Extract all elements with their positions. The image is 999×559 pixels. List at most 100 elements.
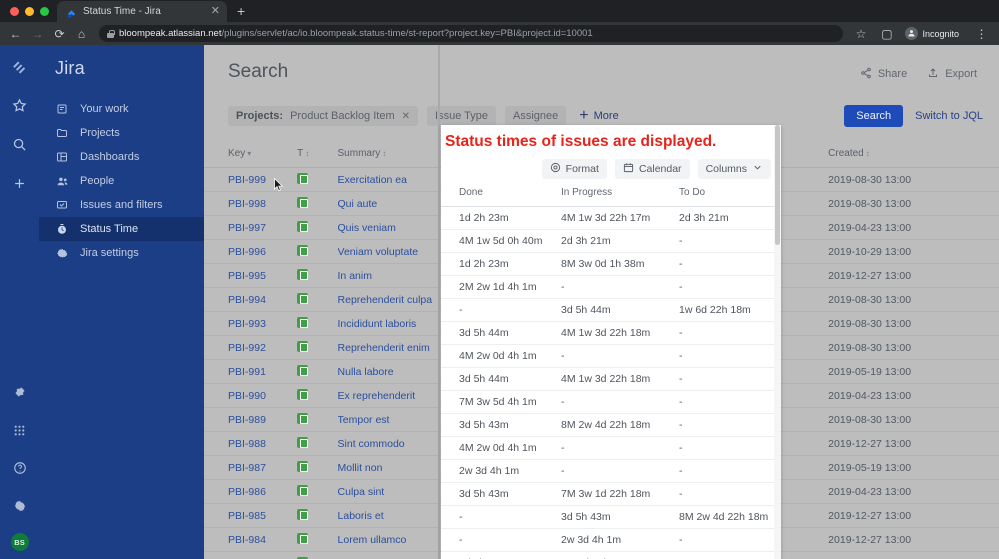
column-header-type[interactable]: T ↕ [297,148,338,168]
sidebar-item-dashboards[interactable]: Dashboards [39,145,204,169]
back-button[interactable]: ← [9,26,22,41]
panel-scrollbar[interactable] [774,125,781,559]
format-button[interactable]: Format [541,159,607,179]
forward-button[interactable]: → [31,26,44,41]
reload-button[interactable]: ⟳ [54,26,65,41]
issue-summary-link[interactable]: Nulla labore [337,365,394,378]
filter-chip-assignee[interactable]: Assignee [505,106,567,126]
search-button[interactable]: Search [844,105,904,127]
settings-icon[interactable] [9,495,31,517]
app-switcher-icon[interactable] [9,419,31,441]
issue-key-link[interactable]: PBI-987 [228,461,266,474]
issue-summary-link[interactable]: Lorem ullamco [337,533,407,546]
issue-summary-link[interactable]: Tempor est [337,413,390,426]
issue-key-link[interactable]: PBI-998 [228,197,266,210]
calendar-button[interactable]: Calendar [614,159,690,179]
jira-logo-icon[interactable] [9,55,31,77]
search-icon[interactable] [9,133,31,155]
issue-key-link[interactable]: PBI-984 [228,533,266,546]
issue-summary-link[interactable]: Magna ipsum [338,558,401,559]
bookmark-star-icon[interactable]: ☆ [855,26,867,41]
browser-menu-button[interactable]: ⋮ [975,26,988,41]
sidebar-item-status-time[interactable]: Status Time [39,217,204,241]
issue-summary-link[interactable]: Culpa sint [337,485,385,498]
issue-summary-link[interactable]: Ex reprehenderit [337,389,416,402]
issue-key-link[interactable]: PBI-995 [228,269,266,282]
incognito-indicator[interactable]: Incognito [903,26,965,41]
sidebar-item-issues-and-filters[interactable]: Issues and filters [39,193,204,217]
help-icon[interactable] [9,457,31,479]
close-tab-button[interactable]: ✕ [210,5,220,17]
issue-summary-link[interactable]: Quis veniam [337,221,396,234]
issue-key-link[interactable]: PBI-985 [228,509,266,522]
sidebar-item-projects[interactable]: Projects [39,121,204,145]
issue-key-link[interactable]: PBI-992 [228,341,266,354]
issue-summary-link[interactable]: Veniam voluptate [337,245,419,258]
issue-created-cell: 2019-05-19 13:00 [828,359,999,384]
jira-nav-rail-bottom: BS [0,381,39,551]
close-icon[interactable]: ✕ [401,110,411,122]
issue-key-link[interactable]: PBI-991 [228,365,266,378]
issue-summary-link[interactable]: Laboris et [337,509,384,522]
to-do-cell: - [679,321,781,345]
issue-key-link[interactable]: PBI-994 [228,293,266,306]
column-header-to-do[interactable]: To Do [679,185,781,207]
issue-summary-link[interactable]: In anim [337,269,372,282]
issue-key-link[interactable]: PBI-996 [228,245,266,258]
issue-key-link[interactable]: PBI-983 [228,558,266,559]
issue-key-link[interactable]: PBI-989 [228,413,266,426]
filter-chip-projects-value: Product Backlog Item [290,110,395,122]
share-button[interactable]: Share [860,67,907,82]
issue-key-link[interactable]: PBI-999 [228,173,266,186]
home-button[interactable]: ⌂ [77,26,86,41]
column-header-key[interactable]: Key ▾ [204,148,298,168]
more-filters-button[interactable]: + More [575,107,618,123]
create-issue-icon[interactable] [9,172,31,194]
column-header-done[interactable]: Done [441,185,561,207]
issue-key-link[interactable]: PBI-988 [228,437,266,450]
status-time-table: Done In Progress To Do 1d 2h 23m 4M 1w 3d… [441,185,781,559]
issue-created-cell: 2019-12-27 13:00 [828,527,999,552]
column-header-in-progress[interactable]: In Progress [561,185,679,207]
new-tab-button[interactable]: + [237,3,246,19]
issue-summary-link[interactable]: Incididunt laboris [337,317,417,330]
to-do-cell: 1w 6d 22h 18m [679,298,781,322]
user-avatar[interactable]: BS [10,533,29,551]
cast-icon[interactable]: ▢ [881,26,893,41]
table-row: 3d 5h 43m 8M 2w 4d 22h 18m - [441,413,781,437]
sidebar-item-people[interactable]: People [39,169,204,193]
column-label: Summary [337,148,381,159]
issue-key-link[interactable]: PBI-997 [228,221,266,234]
maximize-window-button[interactable] [40,6,49,16]
url-path: /plugins/servlet/ac/io.bloompeak.status-… [221,28,593,39]
close-window-button[interactable] [10,6,19,16]
issue-key-link[interactable]: PBI-986 [228,485,266,498]
to-do-cell: - [679,229,781,253]
issue-key-link[interactable]: PBI-990 [228,389,266,402]
issue-summary-link[interactable]: Reprehenderit enim [337,341,430,354]
issue-summary-link[interactable]: Mollit non [337,461,383,474]
address-bar[interactable]: bloompeak.atlassian.net/plugins/servlet/… [99,25,844,42]
sidebar-item-label: Your work [80,103,129,115]
feedback-icon[interactable] [9,381,31,403]
export-button[interactable]: Export [927,67,977,82]
sidebar-item-your-work[interactable]: Your work [39,97,204,121]
issue-summary-link[interactable]: Reprehenderit culpa [337,293,433,306]
filter-chip-issue-type[interactable]: Issue Type [427,106,497,126]
minimize-window-button[interactable] [25,6,34,16]
panel-scrollbar-thumb[interactable] [775,125,780,245]
sidebar-item-jira-settings[interactable]: Jira settings [39,241,204,265]
filter-chip-projects[interactable]: Projects: Product Backlog Item ✕ [228,106,419,126]
columns-dropdown[interactable]: Columns [697,159,771,179]
window-controls[interactable] [8,0,57,22]
issue-summary-link[interactable]: Exercitation ea [337,173,407,186]
issue-summary-link[interactable]: Qui aute [337,197,378,210]
column-header-created[interactable]: Created ↕ [828,148,999,168]
table-row: 4M 1w 5d 0h 40m 2d 3h 21m - [441,229,781,253]
issue-summary-link[interactable]: Sint commodo [337,437,405,450]
starred-icon[interactable] [9,94,31,116]
issue-key-cell: PBI-997 [204,215,298,240]
switch-to-jql-link[interactable]: Switch to JQL [915,110,983,122]
issue-key-link[interactable]: PBI-993 [228,317,266,330]
browser-tab[interactable]: Status Time - Jira ✕ [57,1,227,22]
